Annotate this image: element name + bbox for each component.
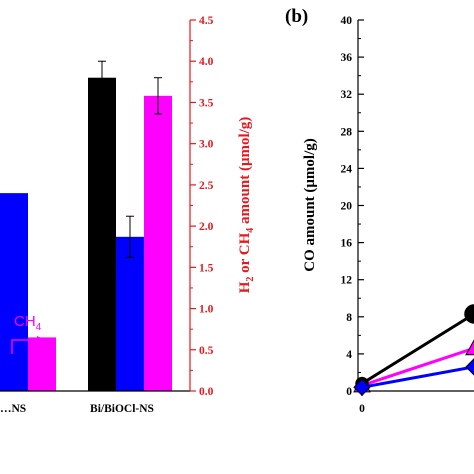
h2-annotation-sub: 2 (12, 253, 17, 264)
panel-label-b: (b) (285, 6, 308, 27)
co-marker-diamond-2 (353, 378, 371, 396)
category-label-1: …NS (0, 403, 26, 415)
right-tick-label: 2.0 (199, 221, 214, 233)
bar-CH4-0 (28, 337, 56, 391)
right-tick-label: 1.0 (199, 304, 214, 316)
co-tick-label: 40 (341, 15, 353, 27)
co-line-series-1 (361, 346, 474, 387)
right-axis-title-a: H (237, 281, 253, 293)
co-tick-label: 24 (341, 163, 353, 175)
right-axis-title-a-sub: 2 (245, 277, 256, 282)
co-axis-title: CO amount (μmol/g) (302, 138, 318, 272)
category-label-2: Bi/BiOCl-NS (90, 403, 154, 415)
co-tick-label: 12 (341, 275, 353, 287)
right-tick-label: 0.0 (199, 386, 214, 398)
bar-series0-1 (88, 77, 116, 391)
co-marker-diamond-2 (465, 358, 474, 376)
ch4-arrow-head (37, 336, 45, 344)
bar-chart-panel: 0.0 0.5 1.0 1.5 2.0 2.5 3.0 3.5 4.0 4.5 …NS Bi/Bi… (0, 15, 256, 415)
right-tick-label: 3.5 (199, 97, 214, 109)
co-tick-label: 0 (346, 386, 352, 398)
svg-text:H2: H2 (0, 243, 17, 264)
svg-text:CH4: CH4 (14, 313, 42, 333)
error-bars-group (98, 60, 162, 258)
right-axis-ticks: 0.0 0.5 1.0 1.5 2.0 2.5 3.0 3.5 4.0 4.5 (190, 15, 214, 398)
ch4-annotation-text: CH (14, 313, 36, 330)
co-line-series-0 (361, 312, 474, 385)
co-tick-label: 32 (341, 89, 353, 101)
co-marker-triangle-1 (465, 339, 474, 356)
co-tick-label: 8 (346, 312, 352, 324)
line-chart-panel: (b) 0 4 8 12 16 20 24 28 32 36 40 0 CO amount (μmo… (285, 6, 474, 415)
co-tick-label: 16 (341, 238, 353, 250)
co-axis-ticks: 0 4 8 12 16 20 24 28 32 36 40 (341, 15, 364, 398)
right-tick-label: 4.5 (199, 15, 214, 27)
ch4-annotation: CH4 (11, 313, 45, 354)
bar-CH4-1 (144, 95, 172, 392)
co-marker-circle-0 (464, 304, 474, 324)
right-axis-title-b: or CH (237, 232, 253, 276)
co-tick-label: 36 (341, 52, 353, 64)
bar-H2-1 (116, 236, 144, 391)
co-tick-label: 28 (341, 126, 353, 138)
right-axis-title-b-sub: 4 (245, 228, 256, 233)
line-series-group (353, 304, 474, 396)
ch4-arrow-line (11, 339, 38, 354)
right-tick-label: 1.5 (199, 262, 214, 274)
right-axis-title-c: amount (μmol/g) (237, 117, 253, 228)
ch4-annotation-sub: 4 (36, 322, 42, 333)
bar-H2-0 (0, 193, 28, 391)
co-tick-label: 4 (346, 349, 352, 361)
co-tick-label: 20 (341, 201, 353, 213)
right-tick-label: 4.0 (199, 56, 214, 68)
right-tick-label: 3.0 (199, 139, 214, 151)
co-line-series-2 (361, 365, 474, 389)
x-tick-label-0: 0 (359, 403, 365, 415)
right-axis-title: H2 or CH4 amount (μmol/g) (237, 117, 256, 294)
h2-arrow-head (14, 262, 22, 270)
h2-annotation-text: H (0, 243, 13, 260)
right-tick-label: 2.5 (199, 180, 214, 192)
bars-group (0, 77, 172, 392)
h2-annotation: H2 (0, 243, 22, 270)
right-tick-label: 0.5 (199, 345, 214, 357)
